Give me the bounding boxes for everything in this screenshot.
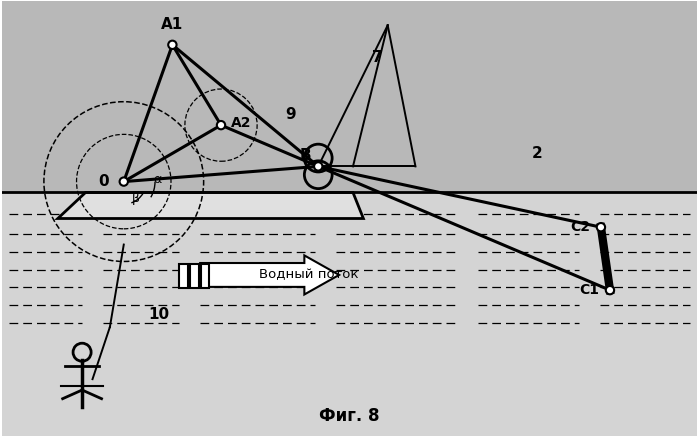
Text: C1: C1 — [579, 283, 600, 297]
Bar — [180, 264, 187, 288]
Circle shape — [597, 223, 605, 231]
Text: A2: A2 — [231, 116, 252, 130]
Circle shape — [217, 121, 225, 129]
Text: Водный поток: Водный поток — [259, 268, 359, 281]
Circle shape — [606, 286, 614, 294]
Text: 7: 7 — [372, 50, 382, 66]
Text: A1: A1 — [161, 17, 184, 32]
Text: 10: 10 — [148, 306, 169, 322]
Bar — [190, 264, 199, 288]
Polygon shape — [58, 192, 363, 218]
Text: C2: C2 — [570, 220, 591, 234]
Polygon shape — [2, 192, 697, 436]
Polygon shape — [2, 1, 697, 192]
Circle shape — [314, 162, 322, 170]
Text: α: α — [153, 173, 161, 186]
Bar — [201, 264, 209, 288]
FancyArrow shape — [200, 255, 339, 295]
Text: 9: 9 — [285, 107, 296, 122]
Text: 0: 0 — [98, 174, 108, 189]
Circle shape — [120, 177, 128, 186]
Text: β: β — [132, 192, 140, 205]
Circle shape — [168, 41, 177, 49]
Text: Фиг. 8: Фиг. 8 — [319, 407, 380, 425]
Text: 2: 2 — [532, 146, 542, 161]
Text: B: B — [300, 148, 311, 163]
